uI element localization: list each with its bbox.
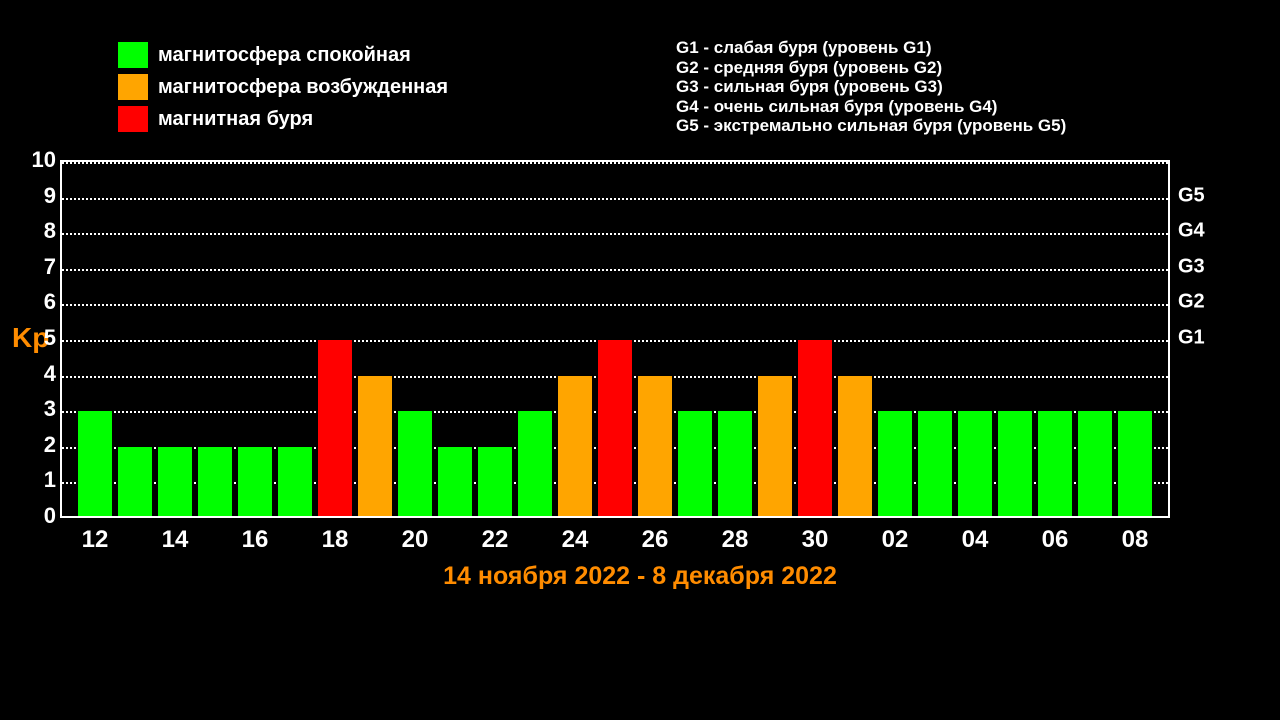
bar (678, 411, 712, 516)
bar (78, 411, 112, 516)
g-scale-label: G5 (1178, 184, 1205, 207)
legend-left: магнитосфера спокойная магнитосфера возб… (118, 42, 448, 138)
x-tick-label: 06 (1042, 526, 1069, 554)
legend-right-g1: G1 - слабая буря (уровень G1) (676, 38, 1066, 58)
bar (518, 411, 552, 516)
x-tick-label: 22 (482, 526, 509, 554)
legend-swatch-excited (118, 74, 148, 100)
x-tick-label: 04 (962, 526, 989, 554)
y-tick-label: 3 (44, 396, 56, 422)
g-scale-label: G2 (1178, 291, 1205, 314)
y-tick-label: 5 (44, 325, 56, 351)
x-tick-label: 26 (642, 526, 669, 554)
legend-label-calm: магнитосфера спокойная (158, 44, 411, 67)
legend-swatch-calm (118, 42, 148, 68)
bar (998, 411, 1032, 516)
bar (758, 376, 792, 516)
x-tick-label: 28 (722, 526, 749, 554)
bar (438, 447, 472, 516)
bar (1118, 411, 1152, 516)
x-tick-label: 24 (562, 526, 589, 554)
bar (398, 411, 432, 516)
bar (798, 340, 832, 516)
legend-right-g3: G3 - сильная буря (уровень G3) (676, 77, 1066, 97)
x-tick-label: 14 (162, 526, 189, 554)
legend-item-storm: магнитная буря (118, 106, 448, 132)
legend-label-storm: магнитная буря (158, 108, 313, 131)
y-tick-label: 6 (44, 289, 56, 315)
bar (838, 376, 872, 516)
x-tick-label: 30 (802, 526, 829, 554)
y-tick-label: 9 (44, 183, 56, 209)
bar (958, 411, 992, 516)
legend-item-excited: магнитосфера возбужденная (118, 74, 448, 100)
bar (558, 376, 592, 516)
legend-right-g4: G4 - очень сильная буря (уровень G4) (676, 97, 1066, 117)
legend-right-g5: G5 - экстремально сильная буря (уровень … (676, 116, 1066, 136)
x-axis-baseline (60, 516, 1170, 518)
bar (278, 447, 312, 516)
g-scale-label: G1 (1178, 327, 1205, 350)
y-tick-label: 1 (44, 467, 56, 493)
date-range: 14 ноября 2022 - 8 декабря 2022 (0, 562, 1280, 591)
bar (158, 447, 192, 516)
y-tick-label: 4 (44, 361, 56, 387)
g-scale-label: G3 (1178, 255, 1205, 278)
bar (918, 411, 952, 516)
y-axis-labels: 012345678910 (28, 160, 56, 518)
bar (358, 376, 392, 516)
y-tick-label: 7 (44, 254, 56, 280)
legend-item-calm: магнитосфера спокойная (118, 42, 448, 68)
bar (238, 447, 272, 516)
x-tick-label: 12 (82, 526, 109, 554)
legend-label-excited: магнитосфера возбужденная (158, 76, 448, 99)
bar (598, 340, 632, 516)
x-tick-label: 18 (322, 526, 349, 554)
bar (1078, 411, 1112, 516)
y-tick-label: 0 (44, 503, 56, 529)
y-tick-label: 2 (44, 432, 56, 458)
legend-swatch-storm (118, 106, 148, 132)
bar (718, 411, 752, 516)
bar (478, 447, 512, 516)
x-tick-label: 20 (402, 526, 429, 554)
legend-right: G1 - слабая буря (уровень G1) G2 - средн… (676, 38, 1066, 136)
legend-right-g2: G2 - средняя буря (уровень G2) (676, 58, 1066, 78)
x-tick-label: 08 (1122, 526, 1149, 554)
g-scale-label: G4 (1178, 220, 1205, 243)
x-tick-label: 02 (882, 526, 909, 554)
bar (118, 447, 152, 516)
x-tick-label: 16 (242, 526, 269, 554)
y-tick-label: 10 (32, 147, 56, 173)
bar (638, 376, 672, 516)
chart-container: магнитосфера спокойная магнитосфера возб… (0, 0, 1280, 720)
y-tick-label: 8 (44, 218, 56, 244)
bar (198, 447, 232, 516)
bar (318, 340, 352, 516)
bar (878, 411, 912, 516)
bar (1038, 411, 1072, 516)
chart-bars (62, 160, 1168, 516)
